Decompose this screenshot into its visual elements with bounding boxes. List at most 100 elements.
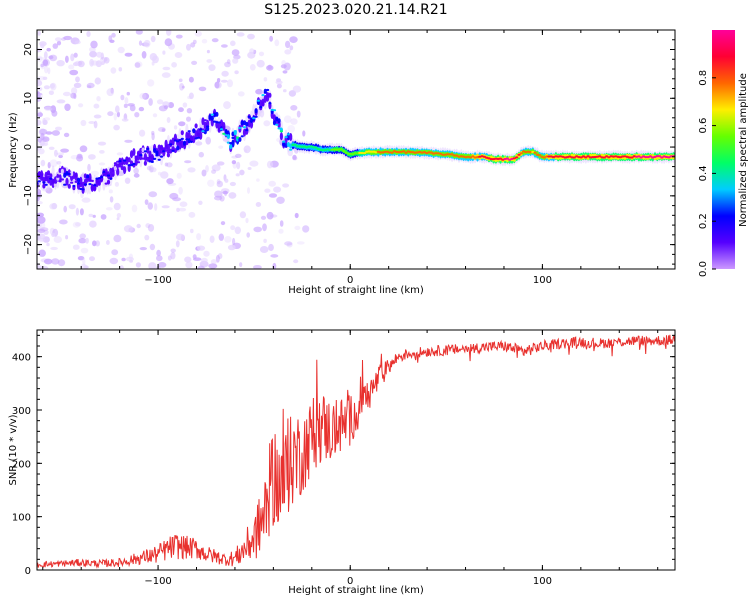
heatmap-noise-cell bbox=[86, 31, 91, 37]
heatmap-ridge-cell bbox=[143, 150, 147, 153]
heatmap-noise-cell bbox=[198, 200, 203, 205]
heatmap-ridge-cell bbox=[104, 182, 108, 185]
heatmap-ridge-cell bbox=[136, 161, 141, 164]
heatmap-ridge-cell bbox=[93, 186, 97, 192]
heatmap-ridge-cell bbox=[455, 154, 459, 157]
heatmap-noise-cell bbox=[37, 196, 40, 202]
heatmap-ridge-cell bbox=[178, 138, 182, 142]
heatmap-noise-cell bbox=[39, 41, 47, 47]
heatmap-noise-cell bbox=[105, 207, 113, 211]
heatmap-ridge-cell bbox=[157, 144, 161, 150]
heatmap-noise-cell bbox=[302, 225, 310, 233]
heatmap-noise-cell bbox=[150, 35, 156, 43]
heatmap-ridge-cell bbox=[217, 121, 221, 124]
heatmap-noise-cell bbox=[166, 162, 173, 168]
heatmap-noise-cell bbox=[247, 167, 252, 170]
heatmap-ridge-cell bbox=[164, 149, 168, 152]
heatmap-noise-cell bbox=[111, 32, 116, 38]
heatmap-noise-cell bbox=[47, 162, 51, 169]
heatmap-ridge-cell bbox=[448, 153, 452, 156]
heatmap-noise-cell bbox=[39, 227, 49, 232]
heatmap-ridge-cell bbox=[127, 164, 131, 167]
heatmap-noise-cell bbox=[220, 221, 226, 226]
heatmap-noise-cell bbox=[89, 58, 94, 67]
heatmap-noise-cell bbox=[275, 80, 283, 85]
heatmap-noise-cell bbox=[269, 35, 273, 42]
heatmap-noise-cell bbox=[176, 172, 182, 179]
heatmap-noise-cell bbox=[93, 103, 100, 109]
heatmap-ridge-cell bbox=[321, 149, 325, 152]
heatmap-noise-cell bbox=[167, 255, 172, 261]
heatmap-ridge-cell bbox=[342, 149, 346, 153]
heatmap-noise-cell bbox=[78, 103, 84, 108]
heatmap-noise-cell bbox=[286, 242, 293, 248]
heatmap-ridge-cell bbox=[171, 149, 175, 152]
heatmap-ridge-cell bbox=[542, 156, 546, 159]
colorbar-tick-label: 0.6 bbox=[698, 118, 709, 134]
heatmap-noise-cell bbox=[126, 91, 130, 96]
heatmap-noise-cell bbox=[37, 142, 40, 147]
heatmap-noise-cell bbox=[107, 111, 114, 117]
heatmap-ridge-cell bbox=[551, 156, 556, 159]
heatmap-noise-cell bbox=[239, 169, 245, 176]
heatmap-ridge-cell bbox=[60, 178, 64, 181]
heatmap-noise-cell bbox=[51, 258, 60, 265]
heatmap-noise-cell bbox=[58, 154, 63, 159]
heatmap-noise-cell bbox=[178, 186, 183, 195]
heatmap-noise-cell bbox=[284, 49, 292, 55]
heatmap-noise-cell bbox=[121, 118, 129, 122]
heatmap-noise-cell bbox=[51, 110, 58, 117]
heatmap-noise-cell bbox=[178, 207, 187, 212]
colorbar-label: Normalized spectral amplitude bbox=[738, 73, 749, 227]
heatmap-noise-cell bbox=[103, 57, 110, 64]
heatmap-ridge-cell bbox=[53, 181, 58, 184]
heatmap-ridge-cell bbox=[259, 106, 263, 109]
heatmap-noise-cell bbox=[166, 178, 174, 185]
heatmap-noise-cell bbox=[133, 173, 140, 178]
heatmap-noise-cell bbox=[163, 105, 169, 109]
heatmap-ridge-cell bbox=[159, 155, 164, 158]
heatmap-noise-cell bbox=[100, 214, 107, 220]
heatmap-noise-cell bbox=[43, 117, 51, 121]
heatmap-ridge-cell bbox=[242, 126, 247, 129]
heatmap-noise-cell bbox=[147, 202, 153, 210]
heatmap-noise-cell bbox=[293, 259, 299, 264]
heatmap-noise-cell bbox=[203, 250, 210, 257]
heatmap-ridge-cell bbox=[505, 157, 509, 160]
heatmap-noise-cell bbox=[37, 216, 46, 224]
colorbar-tick-label: 0.8 bbox=[698, 70, 709, 86]
heatmap-noise-cell bbox=[43, 138, 49, 146]
heatmap-noise-cell bbox=[77, 60, 85, 68]
heatmap-noise-cell bbox=[145, 223, 151, 229]
heatmap-noise-cell bbox=[249, 64, 256, 71]
heatmap-ridge-cell bbox=[409, 151, 413, 154]
heatmap-noise-cell bbox=[80, 263, 87, 269]
heatmap-ridge-cell bbox=[279, 132, 283, 141]
heatmap-ridge-cell bbox=[153, 148, 157, 153]
heatmap-noise-cell bbox=[93, 114, 102, 119]
heatmap-ridge-cell bbox=[468, 156, 473, 159]
heatmap-ridge-cell bbox=[339, 148, 343, 151]
heatmap-ridge-cell bbox=[450, 153, 454, 156]
heatmap-ridge-cell bbox=[143, 160, 147, 166]
heatmap-noise-cell bbox=[109, 39, 115, 43]
heatmap-ridge-cell bbox=[44, 183, 48, 186]
heatmap-noise-cell bbox=[125, 256, 134, 262]
heatmap-noise-cell bbox=[70, 53, 75, 62]
heatmap-noise-cell bbox=[205, 165, 209, 173]
heatmap-noise-cell bbox=[267, 64, 272, 70]
heatmap-noise-cell bbox=[43, 105, 53, 110]
heatmap-ridge-cell bbox=[74, 172, 78, 178]
heatmap-noise-cell bbox=[206, 59, 213, 63]
heatmap-ridge-cell bbox=[166, 151, 170, 154]
heatmap-ridge-cell bbox=[210, 118, 214, 127]
heatmap-noise-cell bbox=[245, 217, 249, 224]
heatmap-noise-cell bbox=[94, 77, 102, 85]
heatmap-noise-cell bbox=[63, 132, 70, 138]
heatmap-noise-cell bbox=[123, 225, 133, 233]
heatmap-ridge-cell bbox=[471, 155, 475, 158]
heatmap-noise-cell bbox=[139, 92, 147, 100]
heatmap-noise-cell bbox=[258, 51, 265, 57]
heatmap-noise-cell bbox=[228, 192, 237, 199]
heatmap-noise-cell bbox=[106, 240, 110, 245]
